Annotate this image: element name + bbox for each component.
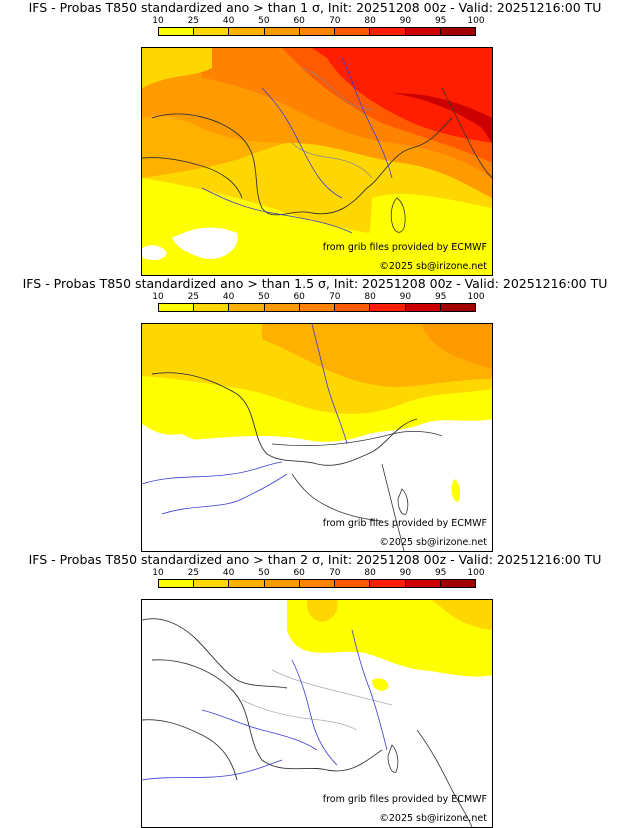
legend-swatch xyxy=(229,580,265,587)
legend-tick: 70 xyxy=(329,292,341,302)
color-legend: 10 25 40 50 60 70 80 90 95 100 xyxy=(152,568,485,592)
panel-1-sigma: IFS - Probas T850 standardized ano > tha… xyxy=(0,0,630,276)
legend-tick: 10 xyxy=(152,568,164,578)
panel-title: IFS - Probas T850 standardized ano > tha… xyxy=(22,276,608,291)
color-legend: 10 25 40 50 60 70 80 90 95 100 xyxy=(152,292,485,316)
legend-labels: 10 25 40 50 60 70 80 90 95 100 xyxy=(152,568,484,578)
legend-tick: 100 xyxy=(467,16,485,26)
legend-tick: 10 xyxy=(152,292,164,302)
probability-map: from grib files provided by ECMWF ©2025 … xyxy=(141,47,493,276)
copyright-credit: ©2025 sb@irizone.net xyxy=(379,261,487,272)
legend-tick: 25 xyxy=(187,16,200,26)
legend-tick: 50 xyxy=(258,568,270,578)
copyright-credit: ©2025 sb@irizone.net xyxy=(379,813,487,824)
legend-tick: 80 xyxy=(364,292,376,302)
panel-title: IFS - Probas T850 standardized ano > tha… xyxy=(28,0,602,15)
source-credit: from grib files provided by ECMWF xyxy=(322,518,487,529)
legend-swatch xyxy=(299,304,336,311)
legend-swatch xyxy=(335,304,371,311)
legend-swatch xyxy=(335,580,371,587)
legend-swatch xyxy=(299,580,336,587)
legend-tick: 40 xyxy=(222,292,235,302)
probability-map: from grib files provided by ECMWF ©2025 … xyxy=(141,323,493,552)
legend-tick: 50 xyxy=(258,16,270,26)
probability-map: from grib files provided by ECMWF ©2025 … xyxy=(141,599,493,828)
legend-tick: 90 xyxy=(399,292,412,302)
legend-tick: 50 xyxy=(258,292,270,302)
legend-swatch xyxy=(370,580,406,587)
legend-swatch xyxy=(299,28,336,35)
legend-swatch xyxy=(264,580,300,587)
map-canvas xyxy=(142,48,492,275)
legend-labels: 10 25 40 50 60 70 80 90 95 100 xyxy=(152,16,484,26)
legend-swatch xyxy=(264,304,300,311)
legend-tick: 95 xyxy=(434,292,447,302)
legend-swatch xyxy=(405,580,441,587)
source-credit: from grib files provided by ECMWF xyxy=(322,242,487,253)
copyright-credit: ©2025 sb@irizone.net xyxy=(379,537,487,548)
legend-color-bar xyxy=(158,579,476,588)
legend-swatch xyxy=(335,28,371,35)
legend-tick: 90 xyxy=(399,16,412,26)
legend-tick: 25 xyxy=(187,292,200,302)
legend-tick: 70 xyxy=(329,16,341,26)
legend-swatch xyxy=(229,28,265,35)
legend-tick: 60 xyxy=(293,16,305,26)
legend-tick: 80 xyxy=(364,568,376,578)
legend-swatch xyxy=(194,304,230,311)
legend-color-bar xyxy=(158,27,476,36)
legend-swatch xyxy=(159,28,195,35)
legend-swatch xyxy=(159,304,195,311)
legend-swatch xyxy=(440,304,475,311)
legend-swatch xyxy=(159,580,195,587)
legend-tick: 90 xyxy=(399,568,412,578)
legend-tick: 25 xyxy=(187,568,200,578)
legend-tick: 95 xyxy=(434,16,447,26)
panel-1-5-sigma: IFS - Probas T850 standardized ano > tha… xyxy=(0,276,630,552)
legend-tick: 40 xyxy=(222,568,235,578)
legend-swatch xyxy=(440,28,475,35)
source-credit: from grib files provided by ECMWF xyxy=(322,794,487,805)
legend-swatch xyxy=(405,28,441,35)
map-canvas xyxy=(142,600,492,827)
legend-tick: 10 xyxy=(152,16,164,26)
panel-title: IFS - Probas T850 standardized ano > tha… xyxy=(28,552,602,567)
legend-tick: 70 xyxy=(329,568,341,578)
legend-swatch xyxy=(440,580,475,587)
legend-swatch xyxy=(194,580,230,587)
legend-color-bar xyxy=(158,303,476,312)
legend-tick: 40 xyxy=(222,16,235,26)
legend-swatch xyxy=(194,28,230,35)
legend-tick: 100 xyxy=(467,568,485,578)
legend-swatch xyxy=(370,304,406,311)
legend-tick: 60 xyxy=(293,568,305,578)
panel-2-sigma: IFS - Probas T850 standardized ano > tha… xyxy=(0,552,630,828)
legend-swatch xyxy=(264,28,300,35)
legend-tick: 100 xyxy=(467,292,485,302)
legend-tick: 95 xyxy=(434,568,447,578)
legend-tick: 60 xyxy=(293,292,305,302)
legend-labels: 10 25 40 50 60 70 80 90 95 100 xyxy=(152,292,484,302)
map-canvas xyxy=(142,324,492,551)
legend-swatch xyxy=(405,304,441,311)
legend-swatch xyxy=(229,304,265,311)
legend-tick: 80 xyxy=(364,16,376,26)
color-legend: 10 25 40 50 60 70 80 90 95 100 xyxy=(152,16,485,40)
legend-swatch xyxy=(370,28,406,35)
